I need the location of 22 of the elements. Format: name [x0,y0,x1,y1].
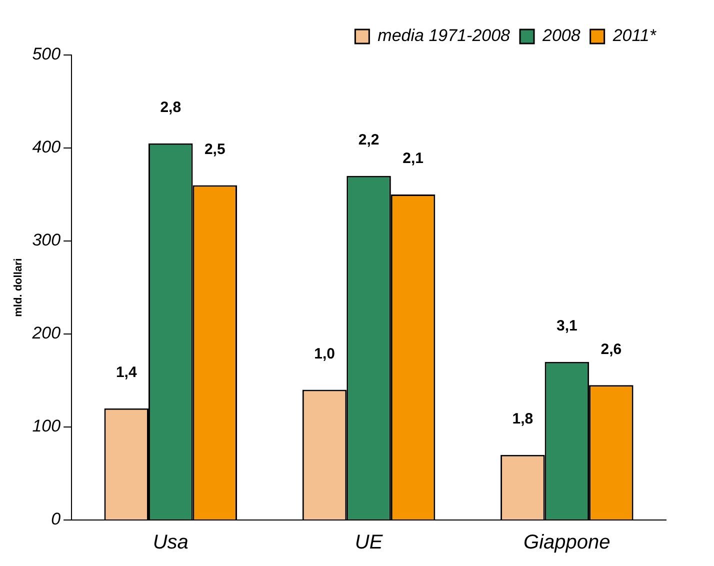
x-tick-label: Usa [152,532,188,554]
y-tick-label: 100 [32,416,62,436]
y-tick-label: 200 [31,324,62,343]
y-tick-label: 300 [32,230,62,250]
annotation: 2,5 [204,140,226,158]
y-axis-title: mld. dollari [12,258,25,317]
legend-label: 2008 [542,26,581,46]
legend-label: 2011* [612,26,658,46]
legend-label: media 1971-2008 [378,26,511,46]
annotation: 2,8 [160,98,182,116]
annotation: 2,6 [600,340,622,358]
y-tick-label: 500 [32,44,62,64]
annotation: 3,1 [556,318,578,335]
annotation: 1,0 [314,345,335,362]
x-tick-label: Giappone [524,532,610,554]
annotation: 1,4 [116,364,138,382]
annotation: 2,1 [402,150,424,168]
y-tick-label: 400 [32,138,62,157]
annotation: 1,8 [512,410,534,428]
x-tick-label: UE [354,532,384,554]
annotation: 2,2 [358,132,380,149]
y-tick-label: 0 [51,510,62,529]
